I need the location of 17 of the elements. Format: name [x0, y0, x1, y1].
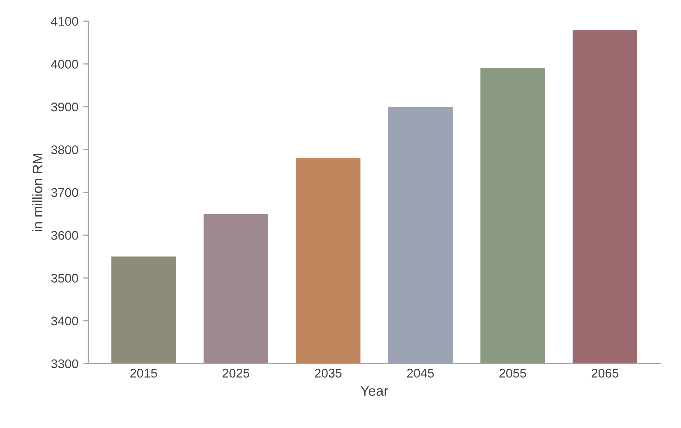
x-axis-title: Year	[360, 386, 388, 396]
x-tick-label: 2035	[315, 368, 342, 378]
y-tick-label: 3600	[51, 231, 78, 240]
y-tick-label: 3700	[51, 188, 78, 198]
x-tick-label: 2015	[130, 368, 158, 378]
y-tick-label: 3500	[51, 274, 78, 283]
y-tick-label: 3400	[51, 316, 78, 326]
y-tick-label: 3300	[51, 360, 78, 368]
x-tick-label: 2025	[222, 368, 250, 378]
x-tick-label: 2045	[407, 368, 434, 378]
y-tick-label: 3800	[51, 146, 78, 154]
y-tick-label: 4100	[51, 17, 78, 26]
y-axis-title: in million RM	[32, 154, 43, 232]
y-tick-label: 4000	[51, 60, 78, 69]
x-tick-label: 2055	[500, 368, 526, 378]
x-tick-label: 2065	[592, 368, 619, 378]
y-tick-label: 3900	[51, 102, 78, 112]
